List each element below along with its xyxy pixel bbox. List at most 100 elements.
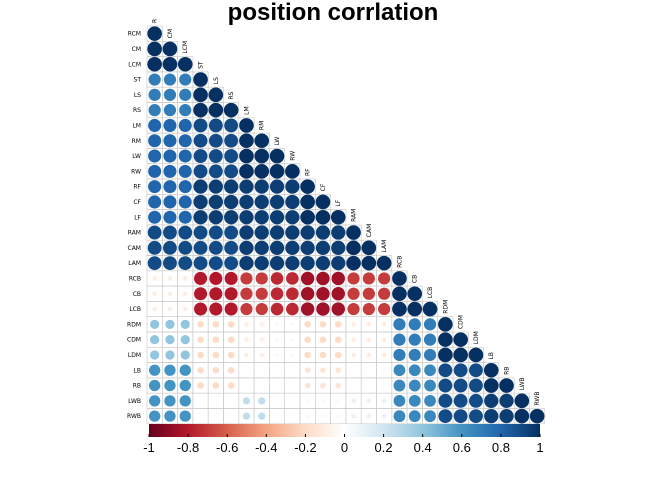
corr-circle-LWB-LAM [381,398,387,404]
column-label: LF [335,199,342,206]
row-label: LB [134,367,141,374]
corr-circle-LM-ST [193,118,208,133]
corr-circle-LAM-CM [163,256,177,271]
corr-circle-RWB-RF [306,414,310,418]
corr-circle-LB-LCM [179,364,191,376]
corr-circle-LDM-RCB [393,348,406,362]
corr-circle-LCB-CF [316,302,330,316]
corr-circle-LCB-RCB [392,301,407,317]
corr-circle-RB-RF [304,382,311,389]
corr-circle-RCB-ST [194,271,208,285]
column-label: RCB [396,256,403,268]
column-label: RM [259,121,266,130]
corr-circle-LAM-LCM [178,256,193,271]
row-label: CAM [128,245,141,252]
corr-circle-RM-LS [208,133,223,148]
corr-circle-RDM-CF [319,321,327,328]
corr-circle-CDM-RCB [393,333,406,346]
corr-circle-LDM-LW [275,353,279,357]
corr-circle-RWB-RCB [393,410,406,423]
corr-circle-CF-RM [254,194,269,210]
grid [146,25,546,425]
color-legend-bar [149,424,540,437]
legend-tick-label: 1 [536,440,543,455]
grid-cell [529,408,546,425]
legend-tick-label: -1 [143,440,155,455]
corr-circle-RAM-R [147,225,162,240]
corr-circle-LF-CM [163,210,177,224]
corr-circle-RW-ST [193,164,208,179]
grid-cell [269,408,285,425]
row-label: LAM [128,260,141,267]
corr-circle-LF-RM [254,210,269,225]
corr-circle-RAM-CM [163,225,177,240]
column-label: R [152,19,159,23]
corr-circle-LDM-RF [304,351,311,359]
corr-circle-RWB-RM [258,412,266,420]
corr-circle-CDM-LW [275,338,279,342]
corr-circle-RDM-RS [227,321,235,328]
legend-tick-label: 0 [341,440,348,455]
corr-circle-RCB-LCM [182,276,188,281]
corr-circle-LB-R [149,364,161,376]
corr-circle-LAM-ST [193,256,208,271]
corr-circle-LCB-LW [270,302,284,316]
corr-circle-CAM-CAM [361,240,377,256]
corr-circle-LCB-LS [209,302,223,316]
corr-circle-LCB-CB [407,301,423,317]
corr-circle-CAM-RM [254,240,269,255]
corr-circle-RCB-RCB [392,271,407,286]
corr-circle-LDM-LS [212,351,220,359]
corr-circle-RDM-CAM [366,322,372,327]
corr-circle-RF-ST [193,179,208,194]
corr-circle-RW-CM [163,164,177,178]
corr-circle-LF-LS [208,210,223,225]
corr-circle-ST-R [148,73,161,86]
column-label: LCM [182,41,189,54]
corr-circle-LWB-CAM [366,398,372,404]
corr-circle-RAM-LS [208,225,223,240]
corr-circle-RS-ST [193,102,208,118]
corr-circle-LF-ST [193,210,208,225]
corr-circle-LWB-RF [306,399,310,403]
corr-circle-CDM-RS [227,336,235,343]
corr-circle-RB-RS [227,382,235,389]
column-label: CDM [458,315,465,329]
row-label: CF [133,199,141,206]
corr-circle-CDM-CDM [453,332,468,347]
corr-circle-LAM-RS [224,256,239,271]
corr-circle-CB-RS [224,287,238,301]
corr-circle-RF-LS [208,179,223,194]
grid-cell [284,362,301,379]
row-label: RAM [128,230,141,237]
corr-circle-RWB-CAM [366,413,372,419]
corr-circle-LWB-CF [321,399,325,403]
corr-circle-RCB-LW [270,272,284,285]
corr-circle-LM-LS [208,118,223,133]
corr-circle-RW-LCM [178,164,192,178]
grid-cell [238,377,255,394]
corr-circle-CB-LS [209,287,223,301]
corr-circle-RDM-RW [290,322,294,326]
corr-circle-RWB-LM [242,412,251,420]
row-labels: RCM CM LCM ST LS RS LM RM LW RW RF CF LF RAM CAM LAM RCB… [127,31,142,420]
corr-circle-LCB-RS [224,302,238,316]
corr-circle-CDM-CF [319,336,327,343]
corr-circle-LCB-LAM [378,302,391,316]
corr-circle-LCM-LCM [177,56,193,72]
chart-title: position corrlation [228,0,439,26]
grid-cell [376,362,393,379]
corr-circle-RB-LDM [469,378,483,393]
corr-circle-RS-LS [208,102,224,118]
corr-circle-RB-R [149,379,161,392]
corr-circle-CDM-RM [259,337,265,342]
corr-circle-LAM-LM [239,256,254,271]
corr-circle-LAM-LF [331,256,346,271]
corr-circle-CF-LCM [178,195,192,209]
corr-circle-RWB-CB [408,410,421,423]
row-label: LDM [128,352,141,359]
corr-circle-RF-CM [163,180,177,194]
corr-circle-LDM-RAM [351,352,356,358]
column-label: CF [320,183,327,191]
corr-circle-LAM-CF [315,256,331,271]
